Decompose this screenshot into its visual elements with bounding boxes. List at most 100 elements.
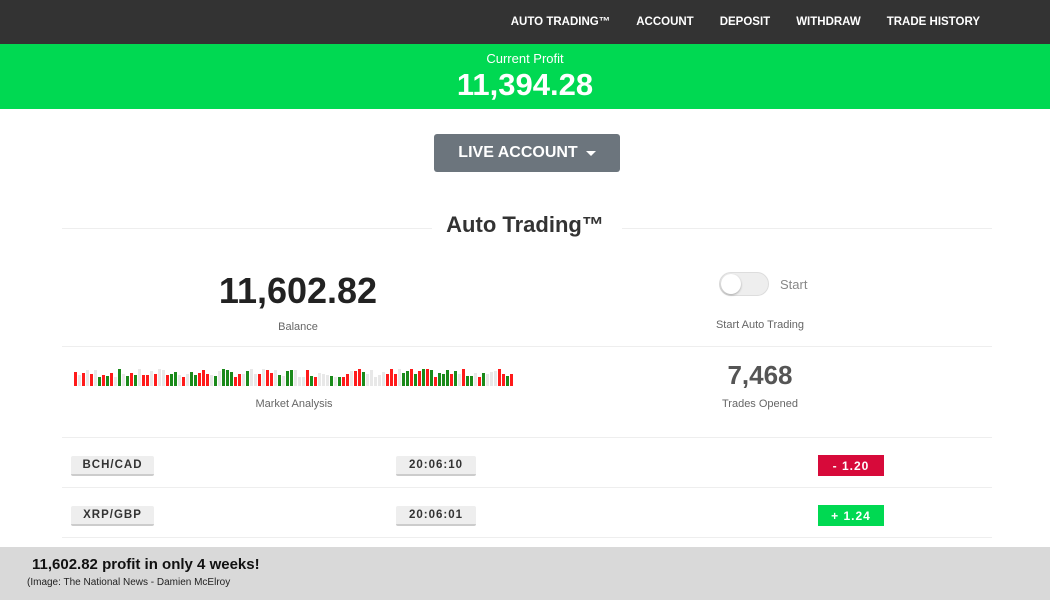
caption-credit: (Image: The National News - Damien McElr… — [27, 577, 231, 588]
balance-value: 11,602.82 — [218, 270, 378, 311]
market-bar — [470, 376, 473, 386]
divider — [62, 437, 992, 438]
change-badge: + 1.24 — [818, 505, 884, 526]
market-bar — [322, 374, 325, 386]
market-bar — [98, 377, 101, 386]
market-bar — [90, 374, 93, 386]
market-bar — [338, 377, 341, 386]
market-bar — [198, 373, 201, 386]
market-bar — [398, 369, 401, 386]
market-bar — [242, 374, 245, 386]
market-bar — [114, 377, 117, 386]
market-bar — [226, 370, 229, 386]
market-bar — [306, 370, 309, 386]
market-bar — [414, 374, 417, 386]
market-bar — [138, 369, 141, 386]
market-bar — [258, 374, 261, 386]
market-analysis-label: Market Analysis — [255, 398, 333, 410]
market-bar — [438, 373, 441, 386]
live-account-label: LIVE ACCOUNT — [458, 144, 578, 161]
market-bar — [294, 370, 297, 386]
profit-banner: Current Profit 11,394.28 — [0, 44, 1050, 109]
toggle-label: Start — [780, 277, 808, 292]
market-bar — [282, 376, 285, 386]
market-bar — [474, 373, 477, 386]
nav-trade-history[interactable]: TRADE HISTORY — [886, 16, 980, 28]
market-bar — [266, 370, 269, 386]
market-bar — [178, 375, 181, 386]
market-bar — [458, 374, 461, 386]
market-bar — [190, 372, 193, 386]
market-bar — [374, 377, 377, 386]
market-bar — [490, 372, 493, 386]
live-account-dropdown[interactable]: LIVE ACCOUNT — [434, 134, 620, 172]
balance-label: Balance — [278, 321, 318, 333]
nav-auto-trading[interactable]: AUTO TRADING™ — [510, 16, 611, 28]
market-bar — [210, 375, 213, 386]
market-bar — [274, 370, 277, 386]
market-bar — [186, 374, 189, 386]
market-bar — [278, 375, 281, 386]
market-bar — [366, 374, 369, 386]
market-bar — [426, 369, 429, 386]
nav-account[interactable]: ACCOUNT — [636, 16, 694, 28]
market-bar — [82, 373, 85, 386]
trades-opened-value: 7,468 — [727, 360, 793, 390]
toggle-knob — [721, 274, 741, 294]
market-bar — [334, 377, 337, 386]
divider — [622, 228, 992, 229]
market-bar — [262, 369, 265, 386]
market-bar — [418, 371, 421, 386]
market-bar — [434, 377, 437, 386]
market-bar — [118, 369, 121, 386]
market-bar — [462, 369, 465, 386]
auto-trading-toggle[interactable] — [719, 272, 769, 296]
market-bar — [482, 373, 485, 386]
market-bar — [250, 369, 253, 386]
market-bar — [342, 377, 345, 386]
market-bar — [174, 372, 177, 386]
market-bar — [318, 373, 321, 386]
market-bar — [510, 374, 513, 386]
market-bar — [122, 374, 125, 386]
market-bar — [78, 375, 81, 386]
market-bar — [494, 371, 497, 386]
market-bar — [506, 376, 509, 386]
market-bar — [94, 370, 97, 386]
market-bar — [270, 373, 273, 386]
market-bar — [74, 372, 77, 386]
market-bar — [410, 369, 413, 386]
market-bar — [466, 376, 469, 386]
market-bar — [486, 374, 489, 386]
market-bar — [394, 374, 397, 386]
market-bar — [214, 376, 217, 386]
market-bar — [206, 374, 209, 386]
nav-withdraw[interactable]: WITHDRAW — [796, 16, 861, 28]
market-bar — [166, 375, 169, 386]
market-bar — [390, 369, 393, 386]
market-bar — [126, 376, 129, 386]
market-bar — [254, 374, 257, 386]
market-bar — [170, 374, 173, 386]
trades-opened-label: Trades Opened — [721, 398, 799, 410]
caption-headline: 11,602.82 profit in only 4 weeks! — [32, 556, 260, 573]
market-bar — [446, 370, 449, 386]
nav-deposit[interactable]: DEPOSIT — [719, 16, 771, 28]
market-analysis-bars — [74, 368, 516, 386]
divider — [62, 346, 992, 347]
market-bar — [314, 377, 317, 386]
market-bar — [498, 369, 501, 386]
market-bar — [450, 374, 453, 386]
top-nav: AUTO TRADING™ ACCOUNT DEPOSIT WITHDRAW T… — [0, 0, 1050, 44]
market-bar — [106, 376, 109, 386]
market-bar — [502, 374, 505, 386]
caret-down-icon — [585, 150, 596, 156]
market-bar — [230, 372, 233, 386]
market-bar — [246, 371, 249, 386]
market-bar — [330, 376, 333, 386]
market-bar — [310, 376, 313, 386]
market-bar — [362, 372, 365, 386]
market-bar — [86, 370, 89, 386]
divider — [62, 487, 992, 488]
profit-label: Current Profit — [486, 51, 564, 66]
